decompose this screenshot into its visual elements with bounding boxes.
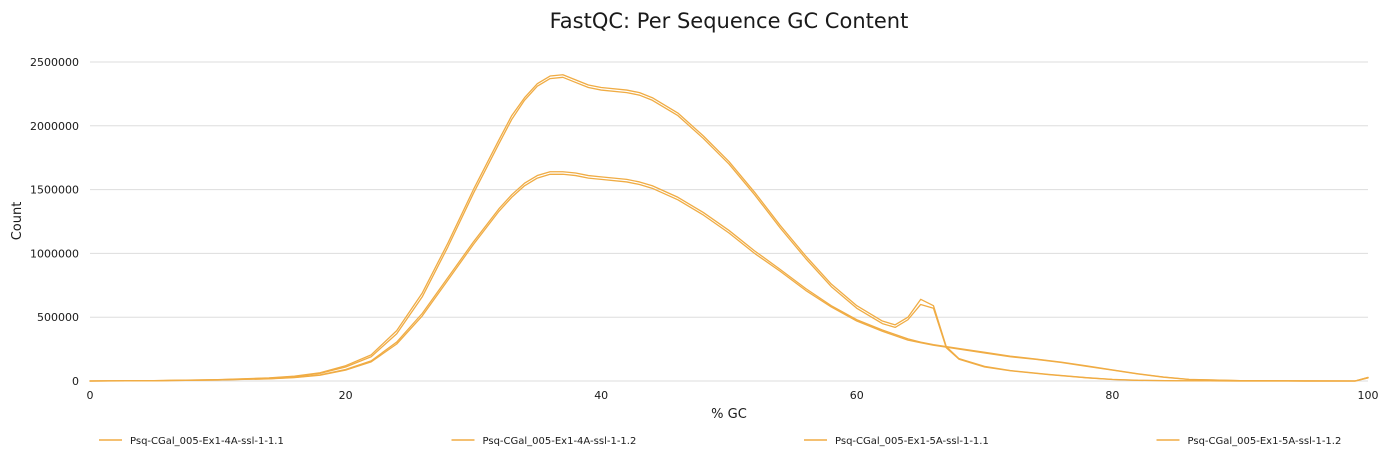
legend-label: Psq-CGal_005-Ex1-5A-ssl-1-1.1 (835, 436, 989, 447)
chart-title: FastQC: Per Sequence GC Content (550, 9, 909, 33)
series-line-2[interactable] (89, 74, 1369, 382)
legend-label: Psq-CGal_005-Ex1-4A-ssl-1-1.1 (130, 436, 284, 447)
x-tick-label: 60 (850, 389, 864, 402)
legend-label: Psq-CGal_005-Ex1-4A-ssl-1-1.2 (483, 436, 637, 447)
x-tick-label: 100 (1358, 389, 1379, 402)
x-axis-label: % GC (711, 407, 747, 422)
y-tick-label: 1500000 (30, 184, 79, 197)
legend[interactable]: Psq-CGal_005-Ex1-4A-ssl-1-1.1 Psq-CGal_00… (99, 436, 1341, 447)
x-tick-label: 80 (1105, 389, 1119, 402)
y-tick-label: 1000000 (30, 247, 79, 260)
y-tick-label: 0 (72, 375, 79, 388)
series-lines[interactable] (89, 74, 1369, 382)
y-tick-label: 2000000 (30, 120, 79, 133)
legend-item[interactable]: Psq-CGal_005-Ex1-4A-ssl-1-1.2 (451, 436, 637, 447)
series-line-1[interactable] (89, 76, 1369, 382)
series-line-4[interactable] (89, 171, 1369, 382)
x-tick-label: 20 (339, 389, 353, 402)
legend-item[interactable]: Psq-CGal_005-Ex1-5A-ssl-1-1.2 (1156, 436, 1342, 447)
y-tick-label: 2500000 (30, 56, 79, 69)
legend-label: Psq-CGal_005-Ex1-5A-ssl-1-1.2 (1188, 436, 1342, 447)
x-tick-label: 0 (87, 389, 94, 402)
gridlines (90, 61, 1368, 318)
legend-item[interactable]: Psq-CGal_005-Ex1-5A-ssl-1-1.1 (804, 436, 989, 447)
axes: 0 500000 1000000 1500000 2000000 2500000 0 20 40… (30, 56, 1379, 402)
legend-item[interactable]: Psq-CGal_005-Ex1-4A-ssl-1-1.1 (99, 436, 284, 447)
y-axis-label: Count (10, 202, 25, 241)
series-line-3[interactable] (89, 173, 1369, 382)
x-tick-label: 40 (594, 389, 608, 402)
y-tick-label: 500000 (37, 311, 79, 324)
